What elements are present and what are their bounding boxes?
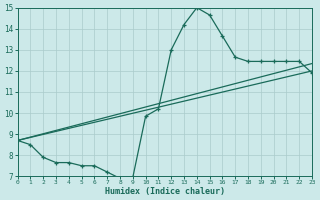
X-axis label: Humidex (Indice chaleur): Humidex (Indice chaleur) [105, 187, 225, 196]
